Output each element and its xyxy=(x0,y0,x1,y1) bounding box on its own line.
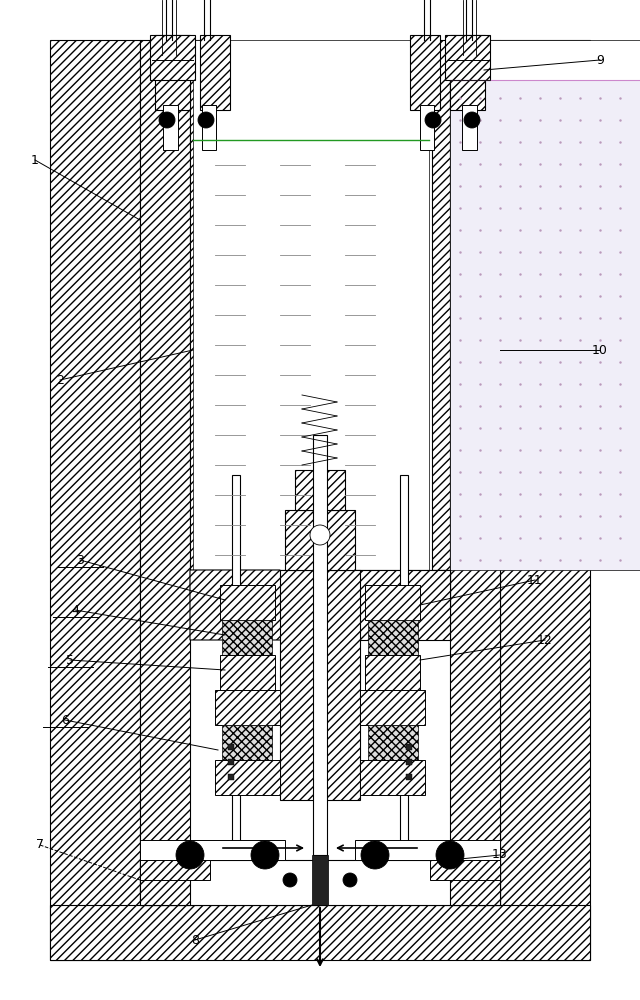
Bar xyxy=(406,759,412,765)
Bar xyxy=(193,140,429,570)
Bar xyxy=(406,774,412,780)
Text: 8: 8 xyxy=(191,934,199,946)
Bar xyxy=(140,860,210,880)
Bar xyxy=(360,690,425,725)
Bar xyxy=(410,35,440,110)
Bar xyxy=(228,744,234,750)
Bar xyxy=(500,40,590,960)
Bar xyxy=(406,744,412,750)
Bar xyxy=(280,570,360,800)
Bar xyxy=(450,35,485,110)
Text: 9: 9 xyxy=(596,53,604,66)
Bar xyxy=(163,105,178,150)
Text: 11: 11 xyxy=(527,574,543,586)
Bar xyxy=(295,470,345,510)
Bar xyxy=(400,475,408,845)
Text: 6: 6 xyxy=(61,714,69,726)
Bar xyxy=(140,840,285,860)
Bar xyxy=(215,760,280,795)
Circle shape xyxy=(425,112,441,128)
Bar xyxy=(200,35,230,110)
Text: 12: 12 xyxy=(537,634,553,647)
Bar xyxy=(228,759,234,765)
Circle shape xyxy=(283,873,297,887)
Bar xyxy=(202,105,216,150)
Circle shape xyxy=(251,841,279,869)
Text: 10: 10 xyxy=(592,344,608,357)
Bar xyxy=(222,620,272,655)
Bar xyxy=(420,105,434,150)
Bar xyxy=(140,860,500,905)
Text: 7: 7 xyxy=(36,838,44,852)
Polygon shape xyxy=(330,570,450,640)
Text: 3: 3 xyxy=(76,554,84,566)
Bar xyxy=(450,40,640,80)
Bar xyxy=(360,760,425,795)
Text: 5: 5 xyxy=(66,654,74,666)
Bar xyxy=(355,840,500,860)
Bar xyxy=(50,905,590,960)
Bar xyxy=(445,35,490,80)
Bar xyxy=(368,620,418,655)
Circle shape xyxy=(176,841,204,869)
Bar xyxy=(430,860,500,880)
Text: 2: 2 xyxy=(56,373,64,386)
Bar xyxy=(232,475,240,845)
Bar xyxy=(215,690,280,725)
Text: 1: 1 xyxy=(31,153,39,166)
Bar xyxy=(228,774,234,780)
Bar xyxy=(140,40,190,905)
Bar xyxy=(155,35,190,110)
Bar xyxy=(220,655,275,690)
Polygon shape xyxy=(190,570,310,640)
Bar xyxy=(150,35,195,80)
Bar xyxy=(368,725,418,760)
Polygon shape xyxy=(190,570,340,605)
Circle shape xyxy=(310,525,330,545)
Bar xyxy=(50,40,140,960)
Bar xyxy=(222,725,272,760)
Bar xyxy=(450,40,500,905)
Bar xyxy=(450,80,640,570)
Bar xyxy=(220,585,275,620)
Bar xyxy=(313,435,327,855)
Circle shape xyxy=(436,841,464,869)
Bar xyxy=(365,585,420,620)
Circle shape xyxy=(464,112,480,128)
Circle shape xyxy=(198,112,214,128)
Bar xyxy=(193,40,429,140)
Bar xyxy=(190,40,208,570)
Bar xyxy=(462,105,477,150)
Circle shape xyxy=(159,112,175,128)
Bar xyxy=(365,655,420,690)
Circle shape xyxy=(343,873,357,887)
Circle shape xyxy=(361,841,389,869)
Bar xyxy=(312,855,328,905)
Text: 13: 13 xyxy=(492,848,508,861)
Text: 4: 4 xyxy=(71,603,79,616)
Polygon shape xyxy=(300,570,450,605)
Bar xyxy=(285,510,355,570)
Bar xyxy=(432,40,450,570)
